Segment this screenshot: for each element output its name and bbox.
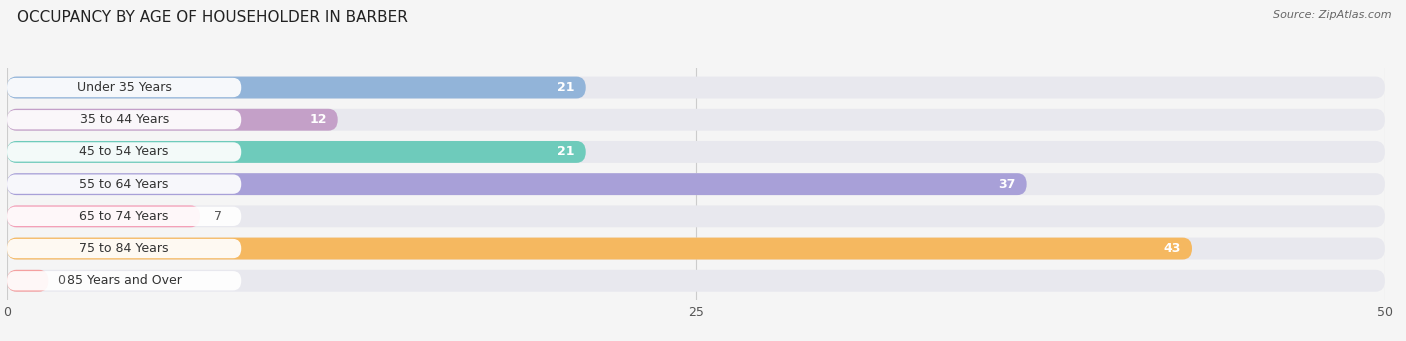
FancyBboxPatch shape	[7, 271, 242, 291]
Text: 75 to 84 Years: 75 to 84 Years	[79, 242, 169, 255]
Text: 21: 21	[557, 145, 575, 159]
FancyBboxPatch shape	[7, 173, 1385, 195]
FancyBboxPatch shape	[7, 270, 48, 292]
FancyBboxPatch shape	[7, 207, 242, 226]
Text: 55 to 64 Years: 55 to 64 Years	[80, 178, 169, 191]
FancyBboxPatch shape	[7, 270, 1385, 292]
Text: 65 to 74 Years: 65 to 74 Years	[80, 210, 169, 223]
FancyBboxPatch shape	[7, 239, 242, 258]
Text: 85 Years and Over: 85 Years and Over	[66, 274, 181, 287]
FancyBboxPatch shape	[7, 77, 586, 99]
FancyBboxPatch shape	[7, 205, 200, 227]
FancyBboxPatch shape	[7, 205, 1385, 227]
Text: 43: 43	[1164, 242, 1181, 255]
Text: Under 35 Years: Under 35 Years	[77, 81, 172, 94]
Text: 35 to 44 Years: 35 to 44 Years	[80, 113, 169, 126]
Text: 7: 7	[214, 210, 222, 223]
FancyBboxPatch shape	[7, 109, 1385, 131]
Text: 37: 37	[998, 178, 1015, 191]
FancyBboxPatch shape	[7, 77, 1385, 99]
Text: 21: 21	[557, 81, 575, 94]
FancyBboxPatch shape	[7, 238, 1192, 260]
FancyBboxPatch shape	[7, 109, 337, 131]
FancyBboxPatch shape	[7, 141, 586, 163]
FancyBboxPatch shape	[7, 175, 242, 194]
Text: 0: 0	[56, 274, 65, 287]
Text: OCCUPANCY BY AGE OF HOUSEHOLDER IN BARBER: OCCUPANCY BY AGE OF HOUSEHOLDER IN BARBE…	[17, 10, 408, 25]
Text: 12: 12	[309, 113, 326, 126]
FancyBboxPatch shape	[7, 238, 1385, 260]
FancyBboxPatch shape	[7, 173, 1026, 195]
FancyBboxPatch shape	[7, 142, 242, 162]
Text: Source: ZipAtlas.com: Source: ZipAtlas.com	[1274, 10, 1392, 20]
Text: 45 to 54 Years: 45 to 54 Years	[80, 145, 169, 159]
FancyBboxPatch shape	[7, 110, 242, 129]
FancyBboxPatch shape	[7, 141, 1385, 163]
FancyBboxPatch shape	[7, 78, 242, 97]
